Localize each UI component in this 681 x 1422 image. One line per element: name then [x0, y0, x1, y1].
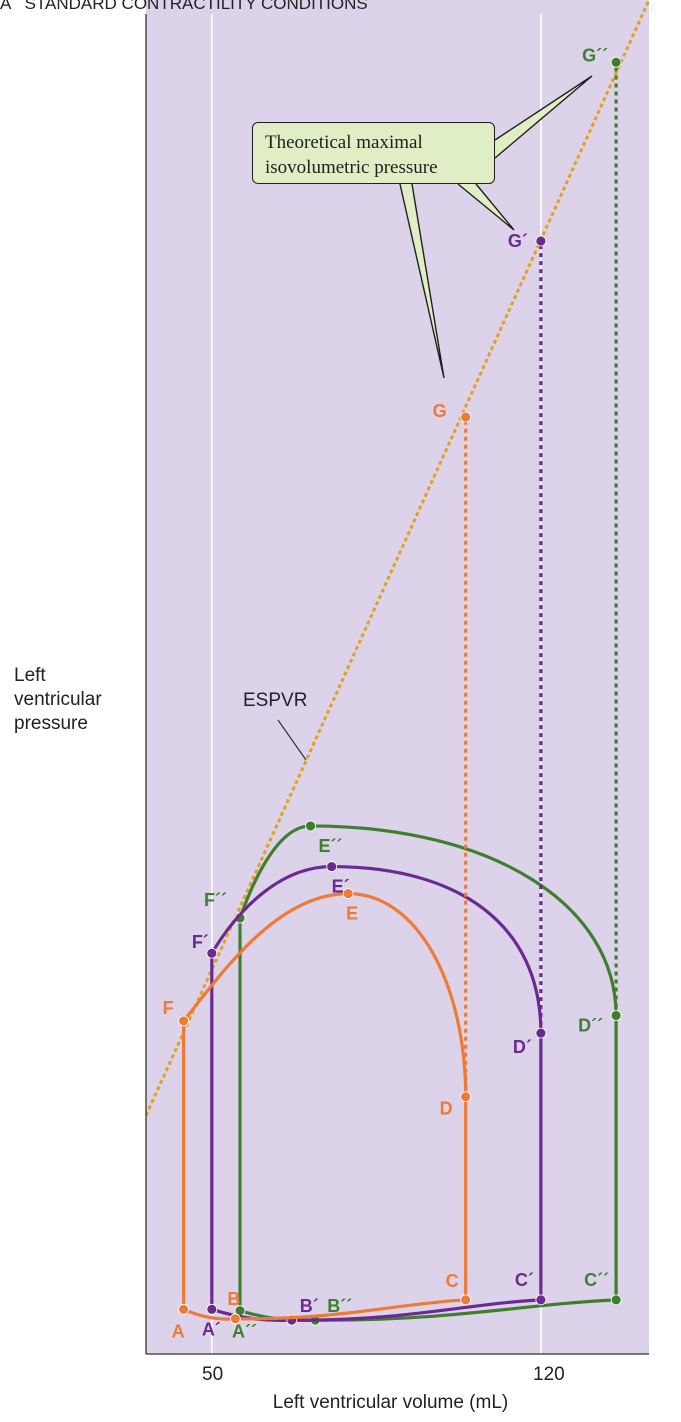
point-label-green-B: B´´: [327, 1296, 352, 1316]
point-orange-E: [342, 888, 354, 900]
point-label-green-A: A´´: [232, 1322, 257, 1342]
point-orange-C: [460, 1294, 472, 1306]
point-label-green-G: G´´: [582, 45, 608, 65]
point-label-purple-F: F´: [192, 932, 209, 952]
point-label-orange-F: F: [163, 998, 174, 1018]
callout-pointer-G: [399, 183, 445, 379]
point-label-orange-A: A: [172, 1321, 185, 1341]
point-label-orange-B: B: [227, 1289, 240, 1309]
point-orange-A: [178, 1303, 190, 1315]
espvr-line: [146, 0, 649, 1117]
point-green-D: [610, 1010, 622, 1021]
point-orange-G: [460, 411, 472, 423]
point-green-C: [610, 1294, 622, 1306]
point-label-orange-E: E: [346, 904, 358, 924]
point-labels: A´´ B´´ C´´ D´´ E´´ F´´ G´´ A´ B´ C´ D´ E´ F´ G´ A B C D E…: [163, 45, 609, 1341]
x-tick-120: 120: [533, 1364, 565, 1385]
point-label-green-F: F´´: [204, 890, 227, 910]
point-label-purple-A: A´: [202, 1319, 221, 1339]
point-label-purple-C: C´: [515, 1270, 534, 1290]
espvr-label: ESPVR: [243, 690, 308, 711]
callout-pointers: [399, 75, 593, 379]
point-purple-C: [535, 1294, 547, 1306]
point-purple-G: [535, 235, 547, 247]
point-label-green-D: D´´: [578, 1016, 603, 1036]
callout-pointer-G-prime: [457, 183, 515, 231]
point-purple-D: [535, 1027, 547, 1039]
point-orange-B: [229, 1313, 241, 1325]
x-tick-50: 50: [202, 1364, 224, 1385]
point-label-orange-D: D: [440, 1099, 453, 1119]
point-label-orange-C: C: [446, 1271, 459, 1291]
point-green-E: [305, 820, 316, 832]
callout-pointer-G-double-prime: [494, 75, 593, 159]
point-purple-F: [206, 947, 218, 959]
point-label-orange-G: G: [433, 401, 447, 421]
point-purple-E: [326, 861, 338, 872]
espvr-leader: [277, 719, 307, 761]
point-label-green-E: E´´: [319, 836, 343, 856]
y-axis-label-line-3: pressure: [14, 713, 88, 734]
callout-line-2: isovolumetric pressure: [265, 157, 438, 178]
panel-title: A STANDARD CONTRACTILITY CONDITIONS: [0, 0, 368, 13]
point-label-purple-D: D´: [513, 1037, 532, 1057]
espvr-group: [146, 0, 649, 1117]
point-orange-D: [460, 1091, 472, 1103]
point-label-green-C: C´´: [584, 1270, 609, 1290]
callout-box: Theoretical maximal isovolumetric pressu…: [252, 122, 495, 184]
callout-line-1: Theoretical maximal: [265, 132, 423, 153]
y-axis-label-line-1: Left: [14, 665, 46, 686]
y-axis-label-line-2: ventricular: [14, 689, 102, 710]
loops-group: [178, 56, 622, 1326]
point-green-G: [610, 56, 622, 68]
y-axis-label: Left ventricular pressure: [14, 664, 102, 736]
axes: [145, 14, 649, 1355]
point-orange-F: [178, 1015, 190, 1027]
point-purple-A: [206, 1303, 218, 1315]
point-label-purple-G: G´: [508, 231, 528, 251]
x-axis-label: Left ventricular volume (mL): [272, 1392, 509, 1413]
point-label-purple-E: E´: [332, 877, 350, 897]
plot-background: [146, 0, 649, 1354]
point-label-purple-B: B´: [300, 1296, 319, 1316]
